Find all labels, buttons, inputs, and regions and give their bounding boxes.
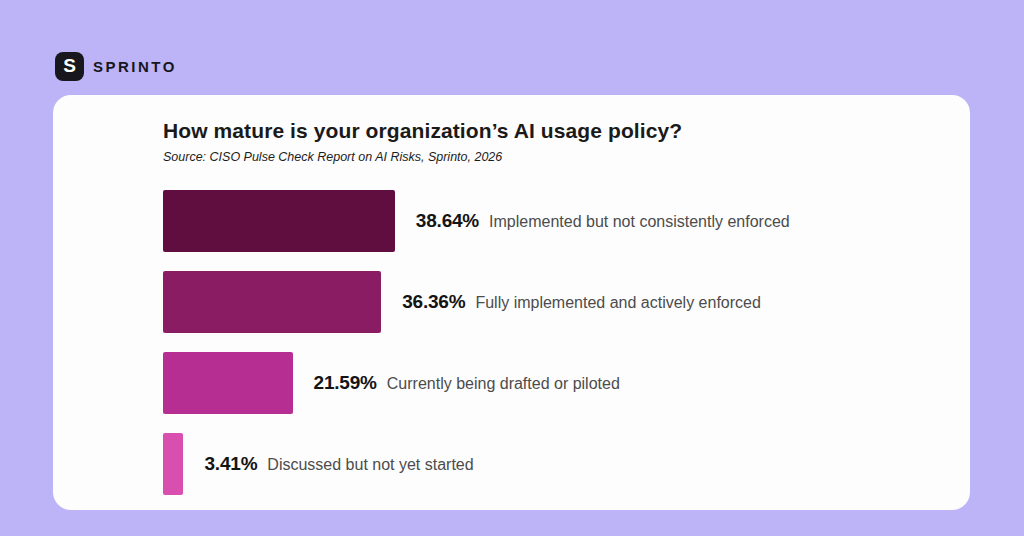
bar-value-label: 36.36% [402,291,465,313]
bar-row: 21.59% Currently being drafted or piloted [163,352,930,414]
bar-label-group: 38.64% Implemented but not consistently e… [416,210,790,232]
bar-category-label: Fully implemented and actively enforced [475,294,760,312]
chart-source-note: Source: CISO Pulse Check Report on AI Ri… [163,150,930,164]
bar-value-label: 3.41% [204,453,257,475]
bar-value-label: 38.64% [416,210,479,232]
bar-category-label: Currently being drafted or piloted [387,375,620,393]
bar-segment [163,433,183,495]
bar-segment [163,190,395,252]
bar-label-group: 21.59% Currently being drafted or piloted [314,372,620,394]
bar-row: 36.36% Fully implemented and actively enf… [163,271,930,333]
bar-label-group: 36.36% Fully implemented and actively enf… [402,291,761,313]
bar-label-group: 3.41% Discussed but not yet started [204,453,473,475]
brand-wordmark: SPRINTO [93,58,177,75]
bar-chart: 38.64% Implemented but not consistently e… [163,190,930,495]
bar-row: 3.41% Discussed but not yet started [163,433,930,495]
bar-category-label: Implemented but not consistently enforce… [489,213,790,231]
sprinto-logo-icon: S [55,52,84,81]
bar-row: 38.64% Implemented but not consistently e… [163,190,930,252]
bar-segment [163,352,293,414]
bar-segment [163,271,381,333]
bar-category-label: Discussed but not yet started [267,456,473,474]
chart-card: How mature is your organization’s AI usa… [53,95,970,510]
sprinto-logo-letter: S [63,56,76,75]
brand-header: S SPRINTO [55,52,177,81]
bar-value-label: 21.59% [314,372,377,394]
chart-title: How mature is your organization’s AI usa… [163,119,930,143]
